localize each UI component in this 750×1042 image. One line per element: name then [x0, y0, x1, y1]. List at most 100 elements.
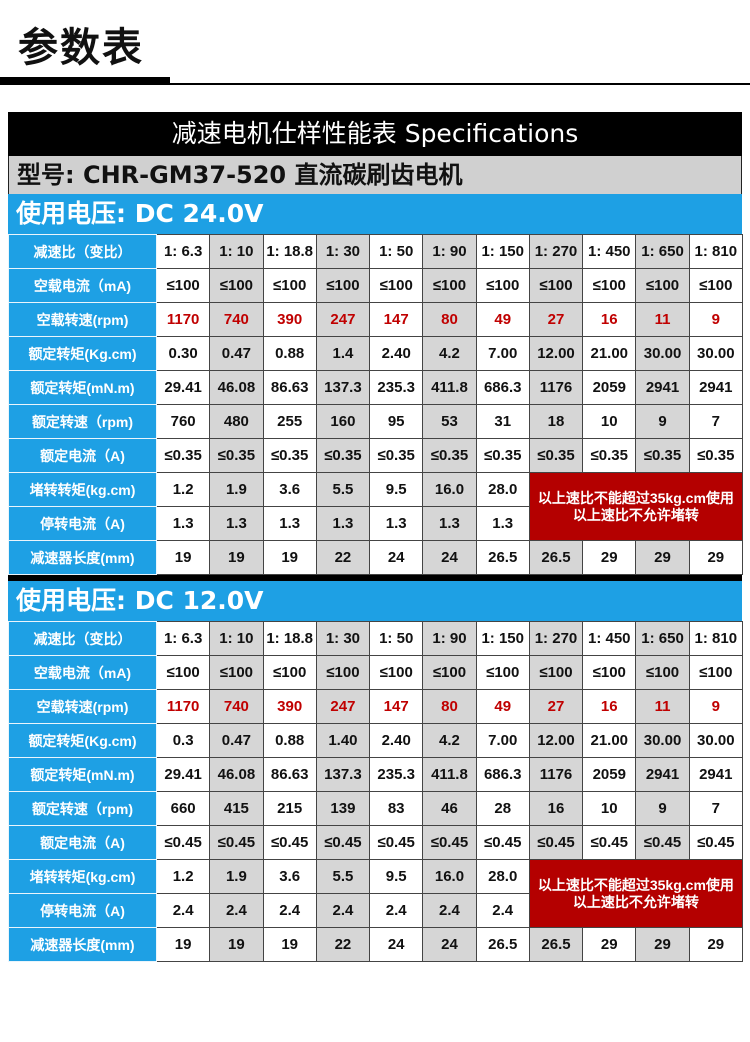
value-cell: 12.00	[528, 723, 584, 758]
value-cell: 26.5	[475, 927, 530, 962]
value-cell: 0.88	[262, 723, 317, 758]
value-cell: 1: 270	[528, 621, 584, 656]
title-divider	[0, 83, 750, 85]
value-cell: 46.08	[209, 757, 264, 792]
value-cell: 2.4	[422, 893, 477, 928]
note-line-torque: 以上速比不能超过35kg.cm使用	[537, 876, 734, 893]
value-cell: ≤0.45	[475, 825, 530, 860]
value-cell: 1: 650	[635, 234, 690, 269]
value-cell: 137.3	[315, 370, 371, 405]
value-cell: ≤0.35	[209, 438, 264, 473]
row-label: 额定转矩(Kg.cm)	[8, 336, 157, 371]
value-cell: 1.3	[209, 506, 264, 541]
value-cell: 26.5	[475, 540, 530, 575]
value-cell: 5.5	[315, 472, 371, 507]
value-cell: ≤0.35	[422, 438, 477, 473]
table-row: 额定转矩(mN.m) 29.41 46.08 86.63 137.3 235.3 411.8…	[8, 370, 743, 405]
value-cell: 30.00	[688, 723, 743, 758]
value-cell: 16	[528, 791, 584, 826]
value-cell: 1.2	[155, 472, 211, 507]
value-cell: 2.4	[262, 893, 317, 928]
value-cell: 247	[315, 689, 371, 724]
value-cell: 46.08	[209, 370, 264, 405]
value-cell: 19	[209, 927, 264, 962]
value-cell: 30.00	[635, 723, 690, 758]
value-cell: 24	[369, 540, 424, 575]
table-row: 额定转速（rpm) 660 415 215 139 83 46 28 16 10 9 7	[8, 791, 743, 826]
value-cell: 740	[209, 689, 264, 724]
value-cell: 19	[209, 540, 264, 575]
value-cell: 0.3	[155, 723, 211, 758]
value-cell: 2941	[635, 757, 690, 792]
value-cell: ≤100	[582, 655, 637, 690]
note-line-stall: 以上速比不允许堵转	[572, 506, 699, 523]
voltage-sections: 使用电压: DC 24.0V 减速比（变比） 1: 6.3 1: 10 1: 18.8 1…	[8, 194, 743, 962]
value-cell: 49	[475, 302, 530, 337]
value-cell: 30.00	[688, 336, 743, 371]
value-cell: 480	[209, 404, 264, 439]
table-row: 额定转矩(mN.m) 29.41 46.08 86.63 137.3 235.3 411.8…	[8, 757, 743, 792]
row-label: 额定转矩(mN.m)	[8, 757, 157, 792]
value-cell: 19	[262, 927, 317, 962]
value-cell: ≤100	[209, 268, 264, 303]
row-label: 空载转速(rpm)	[8, 302, 157, 337]
value-cell: 24	[422, 540, 477, 575]
value-cell: 255	[262, 404, 317, 439]
value-cell: 390	[262, 302, 317, 337]
table-row: 停转电流（A) 1.3 1.3 1.3 1.3 1.3 1.3 1.3	[8, 506, 743, 541]
value-cell: 18	[528, 404, 584, 439]
value-cell: ≤0.35	[475, 438, 530, 473]
row-label: 额定转速（rpm)	[8, 791, 157, 826]
value-cell: 1.4	[315, 336, 371, 371]
title-underline-bar	[0, 77, 170, 85]
value-cell: 31	[475, 404, 530, 439]
row-label: 减速器长度(mm)	[8, 927, 157, 962]
value-cell: ≤100	[475, 268, 530, 303]
value-cell: ≤100	[262, 268, 317, 303]
value-cell: ≤100	[528, 655, 584, 690]
row-label: 空载转速(rpm)	[8, 689, 157, 724]
row-label: 额定电流（A)	[8, 825, 157, 860]
value-cell: 1: 10	[209, 234, 264, 269]
value-cell: ≤100	[635, 268, 690, 303]
page-title: 参数表	[18, 25, 144, 71]
table-row: 减速比（变比） 1: 6.3 1: 10 1: 18.8 1: 30 1: 50 1: 90…	[8, 234, 743, 269]
value-cell: 22	[315, 927, 371, 962]
value-cell: 1176	[528, 370, 584, 405]
value-cell: ≤0.45	[582, 825, 637, 860]
value-cell: 1170	[155, 302, 211, 337]
value-cell: 1: 810	[688, 234, 743, 269]
value-cell: 1: 18.8	[262, 621, 317, 656]
value-cell: 26.5	[528, 927, 584, 962]
value-cell: 760	[155, 404, 211, 439]
table-row: 堵转转矩(kg.cm) 1.2 1.9 3.6 5.5 9.5 16.0 28.0 以上速比不能…	[8, 859, 743, 928]
value-cell: 686.3	[475, 370, 530, 405]
value-cell: 27	[528, 689, 584, 724]
value-cell: 29	[635, 540, 690, 575]
value-cell: 235.3	[369, 757, 424, 792]
table-row: 空载转速(rpm) 1170 740 390 247 147 80 49 27 16 11 9	[8, 302, 743, 337]
value-cell: 2.4	[155, 893, 211, 928]
table-row: 停转电流（A) 2.4 2.4 2.4 2.4 2.4 2.4 2.4	[8, 893, 743, 928]
value-cell: 10	[582, 791, 637, 826]
value-cell: 1.3	[315, 506, 371, 541]
value-cell: 12.00	[528, 336, 584, 371]
value-cell: 686.3	[475, 757, 530, 792]
value-cell: 9	[635, 404, 690, 439]
value-cell: ≤0.45	[209, 825, 264, 860]
value-cell: 1.3	[369, 506, 424, 541]
value-cell: 1.3	[422, 506, 477, 541]
value-cell: ≤0.35	[528, 438, 584, 473]
value-cell: 740	[209, 302, 264, 337]
value-cell: 1: 30	[315, 621, 371, 656]
value-cell: 4.2	[422, 723, 477, 758]
row-label: 空载电流（mA)	[8, 655, 157, 690]
value-cell: ≤100	[475, 655, 530, 690]
value-cell: ≤100	[688, 655, 743, 690]
value-cell: ≤0.45	[315, 825, 371, 860]
value-cell: 80	[422, 689, 477, 724]
value-cell: 5.5	[315, 859, 371, 894]
value-cell: ≤0.35	[262, 438, 317, 473]
value-cell: 1: 650	[635, 621, 690, 656]
table-row: 额定电流（A) ≤0.45 ≤0.45 ≤0.45 ≤0.45 ≤0.45 ≤0.45 ≤0.…	[8, 825, 743, 860]
